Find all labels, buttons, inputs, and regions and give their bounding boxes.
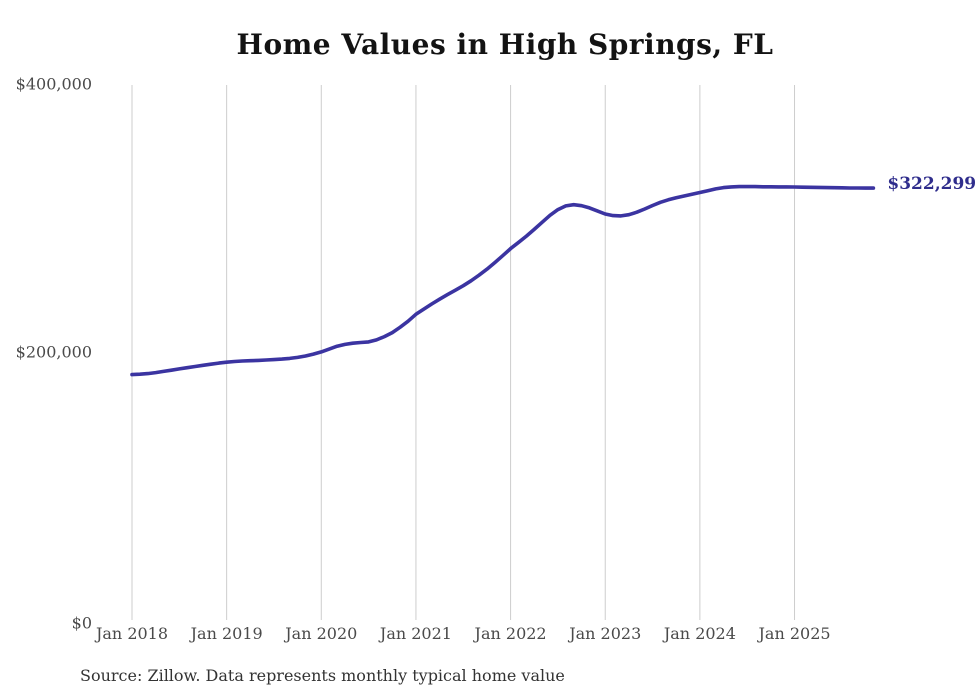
x-tick-label: Jan 2023 (569, 624, 642, 643)
x-tick-label: Jan 2020 (285, 624, 358, 643)
x-tick-label: Jan 2024 (663, 624, 736, 643)
home-value-line (130, 184, 876, 377)
chart-title: Home Values in High Springs, FL (236, 28, 774, 61)
x-tick-label: Jan 2021 (379, 624, 452, 643)
source-note: Source: Zillow. Data represents monthly … (80, 666, 565, 685)
x-tick-label: Jan 2019 (190, 624, 263, 643)
latest-value-label: $322,299 (887, 174, 977, 195)
y-tick-label: $200,000 (15, 342, 92, 362)
x-tick-label: Jan 2025 (758, 624, 831, 643)
x-tick-label: Jan 2018 (95, 624, 169, 643)
y-tick-label: $0 (71, 613, 92, 633)
x-tick-label: Jan 2022 (474, 624, 547, 643)
y-tick-label: $400,000 (15, 74, 92, 94)
